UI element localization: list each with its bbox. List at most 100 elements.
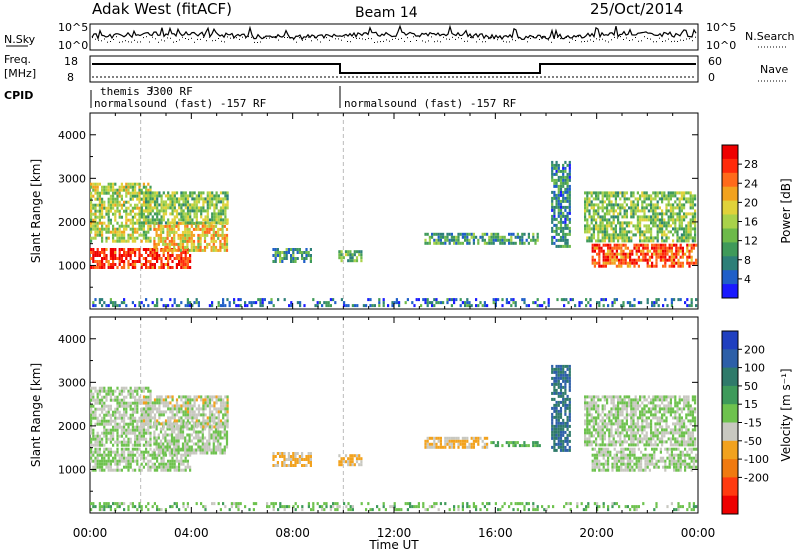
- echo-cell: [162, 401, 165, 405]
- echo-cell: [629, 301, 632, 305]
- echo-cell: [109, 386, 112, 390]
- echo-cell: [676, 197, 679, 201]
- echo-cell: [96, 209, 99, 213]
- echo-cell: [631, 447, 634, 451]
- echo-cell: [175, 427, 178, 431]
- echo-cell: [674, 206, 677, 210]
- echo-cell: [596, 252, 599, 256]
- echo-cell: [145, 218, 148, 222]
- echo-cell: [123, 425, 126, 429]
- echo-cell: [123, 251, 126, 254]
- echo-cell: [120, 434, 123, 438]
- nsearch-dot: [293, 39, 294, 41]
- echo-cell: [459, 442, 462, 446]
- echo-cell: [120, 188, 123, 192]
- echo-cell: [639, 194, 642, 198]
- echo-cell: [601, 230, 604, 234]
- echo-cell: [145, 386, 148, 390]
- echo-cell: [496, 444, 500, 448]
- echo-cell: [298, 248, 301, 251]
- echo-cell: [127, 185, 130, 189]
- echo-cell: [559, 376, 563, 380]
- echo-cell: [182, 401, 185, 405]
- echo-cell: [647, 197, 650, 201]
- echo-cell: [162, 451, 165, 455]
- echo-cell: [169, 462, 172, 466]
- echo-cell: [404, 301, 407, 305]
- echo-cell: [519, 241, 522, 245]
- echo-cell: [564, 160, 567, 164]
- echo-cell: [650, 218, 653, 222]
- echo-cell: [98, 468, 101, 472]
- echo-cell: [600, 249, 603, 253]
- echo-cell: [642, 255, 645, 259]
- echo-cell: [683, 236, 686, 240]
- echo-cell: [685, 215, 688, 219]
- echo-cell: [615, 243, 618, 247]
- echo-cell: [189, 203, 192, 207]
- echo-cell: [551, 445, 554, 449]
- echo-cell: [303, 257, 306, 260]
- echo-cell: [107, 188, 110, 192]
- echo-cell: [204, 425, 207, 429]
- nsearch-dot: [563, 38, 564, 40]
- echo-cell: [206, 218, 209, 222]
- echo-cell: [551, 199, 554, 203]
- echo-cell: [170, 451, 174, 455]
- echo-cell: [129, 203, 132, 207]
- echo-cell: [566, 232, 569, 236]
- echo-cell: [153, 257, 156, 260]
- echo-cell: [555, 364, 558, 368]
- echo-cell: [625, 197, 628, 201]
- echo-cell: [472, 442, 475, 446]
- echo-cell: [604, 450, 607, 454]
- echo-cell: [186, 248, 189, 251]
- echo-cell: [116, 407, 119, 411]
- echo-cell: [116, 209, 119, 213]
- echo-cell: [171, 209, 174, 213]
- echo-cell: [147, 440, 150, 444]
- echo-cell: [601, 227, 604, 231]
- echo-cell: [349, 460, 352, 464]
- echo-cell: [628, 230, 631, 234]
- echo-cell: [591, 447, 594, 451]
- echo-cell: [169, 298, 172, 302]
- echo-cell: [685, 236, 688, 240]
- echo-cell: [170, 248, 174, 252]
- echo-cell: [184, 436, 187, 440]
- echo-cell: [186, 197, 190, 201]
- echo-cell: [94, 221, 97, 225]
- echo-cell: [178, 404, 181, 408]
- echo-cell: [488, 241, 491, 245]
- echo-cell: [532, 444, 535, 448]
- echo-cell: [608, 221, 611, 225]
- echo-cell: [633, 246, 636, 250]
- echo-cell: [606, 230, 609, 234]
- echo-cell: [134, 251, 137, 254]
- echo-cell: [551, 364, 554, 368]
- echo-cell: [114, 395, 117, 399]
- echo-cell: [510, 232, 513, 236]
- echo-cell: [534, 241, 537, 245]
- echo-cell: [136, 236, 139, 240]
- echo-cell: [206, 419, 209, 423]
- echo-cell: [272, 260, 275, 263]
- nsearch-dot: [248, 36, 249, 38]
- echo-cell: [217, 416, 220, 420]
- echo-cell: [156, 251, 159, 254]
- echo-cell: [626, 462, 629, 466]
- echo-cell: [94, 456, 97, 460]
- echo-cell: [215, 395, 218, 399]
- echo-cell: [562, 448, 565, 452]
- nsearch-dot: [548, 39, 549, 41]
- echo-cell: [147, 182, 150, 186]
- echo-cell: [290, 464, 293, 467]
- nsearch-dot: [602, 38, 603, 40]
- echo-cell: [650, 200, 653, 204]
- echo-cell: [191, 398, 194, 402]
- echo-cell: [109, 301, 112, 305]
- nsearch-dot: [176, 41, 177, 42]
- echo-cell: [211, 404, 214, 408]
- echo-cell: [92, 404, 95, 408]
- echo-cell: [590, 239, 593, 243]
